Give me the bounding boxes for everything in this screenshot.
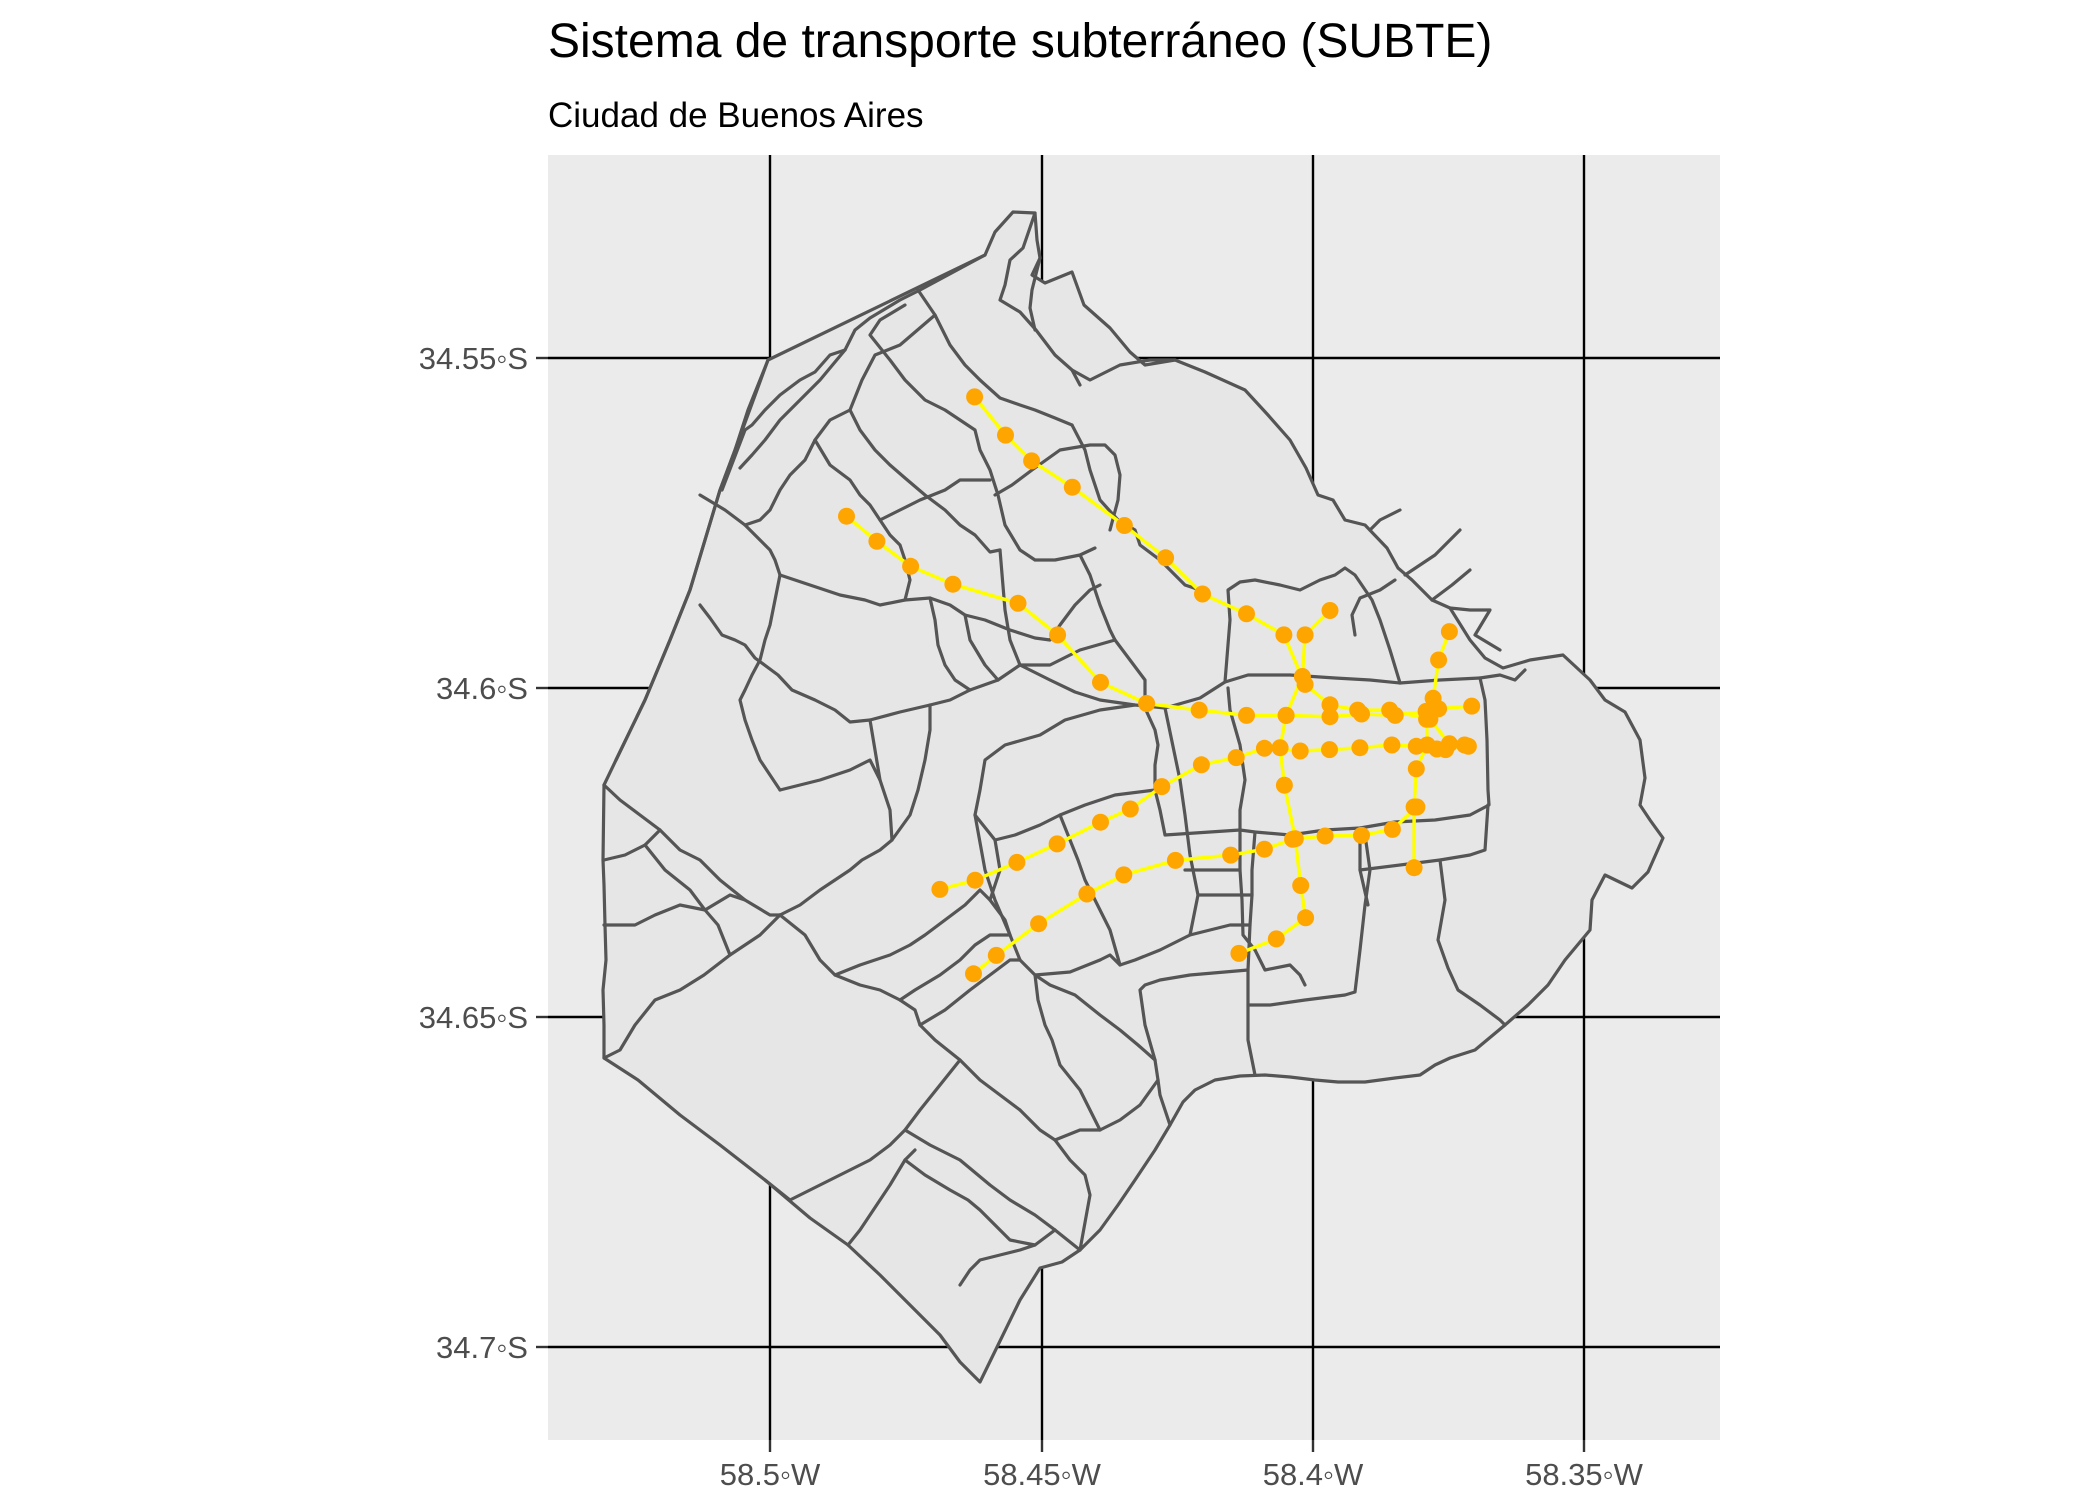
station-point [1321, 602, 1339, 619]
station-point [1194, 585, 1211, 603]
station-point [1030, 915, 1048, 933]
station-point [1321, 696, 1339, 714]
station-point [1115, 517, 1133, 534]
subte-stations [838, 388, 1481, 983]
station-point [1238, 706, 1255, 724]
axis-ticks [536, 356, 1586, 1452]
station-point [1230, 944, 1248, 962]
y-tick-label-1: 34.55◦S [419, 341, 528, 376]
station-point [1277, 706, 1295, 724]
station-point [1227, 749, 1245, 767]
station-point [987, 946, 1005, 964]
station-point [1238, 605, 1255, 623]
station-point [1271, 739, 1289, 757]
station-point [965, 965, 982, 983]
station-point [838, 507, 855, 525]
station-point [1408, 798, 1426, 816]
station-point [1121, 800, 1139, 818]
station-point [1383, 736, 1401, 754]
station-point [966, 871, 984, 889]
station-point [1255, 840, 1273, 858]
station-point [868, 532, 886, 550]
station-point [1297, 909, 1315, 927]
station-point [1190, 701, 1208, 719]
station-point [1321, 741, 1338, 759]
station-point [1321, 708, 1339, 726]
x-tick-label-1: 58.5◦W [720, 1457, 821, 1492]
station-point [1407, 760, 1425, 778]
station-point [902, 557, 920, 575]
station-point [1192, 756, 1210, 774]
station-point [1049, 626, 1067, 644]
station-point [1115, 866, 1133, 884]
station-point [1418, 710, 1436, 728]
y-tick-label-4: 34.7◦S [436, 1330, 528, 1365]
station-point [1293, 668, 1311, 685]
station-point [1405, 859, 1423, 877]
station-point [944, 575, 962, 593]
station-point [1430, 651, 1448, 669]
x-tick-label-2: 58.45◦W [983, 1457, 1102, 1492]
axis-labels: 34.55◦S 34.6◦S 34.65◦S 34.7◦S 58.5◦W 58.… [419, 341, 1644, 1492]
station-point [1437, 741, 1455, 759]
station-point [1222, 846, 1240, 864]
station-point [931, 880, 949, 898]
y-tick-label-2: 34.6◦S [436, 671, 528, 706]
station-point [966, 388, 984, 406]
station-point [1153, 778, 1171, 796]
station-point [1424, 689, 1442, 707]
station-point [1292, 877, 1310, 894]
station-point [1008, 853, 1026, 871]
station-point [1255, 739, 1273, 757]
station-point [1407, 737, 1425, 755]
station-point [1456, 736, 1474, 754]
station-point [1092, 673, 1109, 691]
station-point [1351, 739, 1369, 757]
station-point [1316, 827, 1334, 845]
y-tick-label-3: 34.65◦S [419, 1000, 528, 1035]
station-point [1353, 826, 1370, 844]
station-point [1386, 706, 1404, 724]
station-point [1440, 623, 1458, 641]
station-point [1157, 549, 1175, 567]
x-tick-label-3: 58.4◦W [1263, 1457, 1364, 1492]
map-subtitle: Ciudad de Buenos Aires [548, 96, 924, 135]
station-point [1078, 885, 1096, 903]
barrio-boundaries [602, 211, 1527, 1287]
station-point [1009, 594, 1027, 612]
map-title: Sistema de transporte subterráneo (SUBTE… [548, 15, 1493, 68]
station-point [1463, 697, 1481, 715]
station-point [997, 426, 1014, 444]
station-point [1092, 813, 1109, 831]
station-point [1291, 742, 1309, 760]
station-point [1138, 695, 1156, 712]
station-point [1296, 626, 1314, 644]
station-point [1048, 835, 1066, 853]
station-point [1353, 705, 1370, 723]
x-tick-label-4: 58.35◦W [1525, 1457, 1644, 1492]
station-point [1275, 626, 1293, 644]
station-point [1275, 776, 1293, 794]
station-point [1383, 820, 1401, 838]
station-point [1023, 452, 1041, 470]
station-point [1284, 830, 1302, 848]
station-point [1166, 851, 1184, 869]
station-point [1267, 930, 1285, 948]
station-point [1063, 478, 1081, 496]
